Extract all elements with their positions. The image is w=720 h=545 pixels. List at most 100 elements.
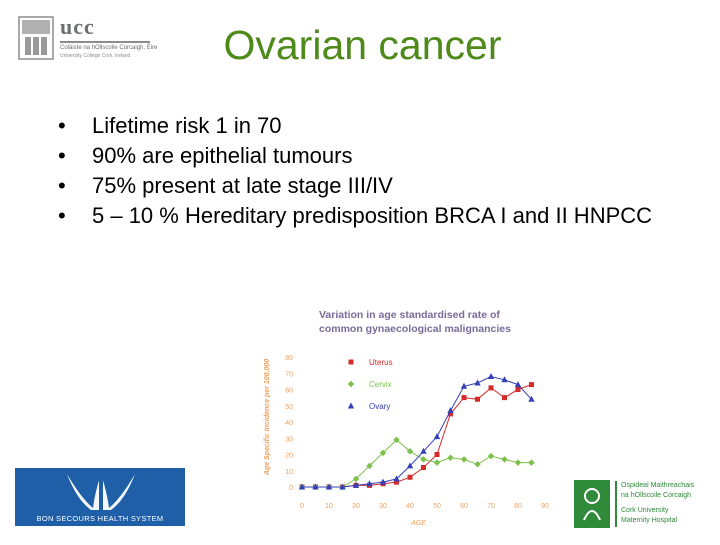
legend-marker-cervix	[347, 380, 355, 388]
uterus-data-point	[434, 452, 440, 457]
cumh-line-4: Maternity Hospital	[621, 517, 678, 524]
x-tick-label: 60	[460, 503, 468, 510]
bullet-item: • 75% present at late stage III/IV	[58, 172, 708, 200]
bullet-text: 5 – 10 % Hereditary predisposition BRCA …	[92, 203, 653, 228]
ovary-data-point	[366, 480, 373, 487]
ucc-logo: ucc Coláiste na hOllscoile Corcaigh, Éir…	[18, 14, 157, 64]
ovary-data-point	[433, 433, 441, 440]
bullet-text: 90% are epithelial tumours	[92, 143, 353, 168]
bullet-item: • 5 – 10 % Hereditary predisposition BRCA…	[58, 202, 708, 230]
ovary-data-point	[460, 382, 468, 389]
cervix-data-point	[406, 448, 414, 455]
y-tick-label: 60	[285, 388, 293, 395]
slide-title: Ovarian cancer	[223, 22, 502, 68]
uterus-data-point	[448, 411, 453, 417]
ovary-data-point	[514, 381, 522, 388]
incidence-chart-svg: Variation in age standardised rate of com…	[264, 309, 549, 527]
bullet-list: • Lifetime risk 1 in 70 • 90% are epitheli…	[58, 112, 708, 232]
cervix-series-line	[302, 439, 532, 488]
cervix-data-point	[393, 436, 400, 444]
x-tick-label: 20	[352, 503, 360, 510]
legend-marker-uterus	[348, 359, 354, 365]
cervix-data-point	[514, 459, 522, 466]
bullet-marker: •	[58, 203, 66, 228]
bullet-item: • 90% are epithelial tumours	[58, 142, 708, 170]
y-tick-label: 80	[285, 355, 293, 362]
uterus-data-point	[475, 396, 480, 402]
y-tick-label: 40	[285, 420, 293, 427]
legend-marker-ovary	[347, 402, 355, 409]
cumh-line-1: Ospideal Maithreachais	[621, 482, 695, 489]
cervix-data-point	[460, 456, 468, 463]
bullet-text: 75% present at late stage III/IV	[92, 173, 393, 198]
uterus-data-point	[421, 465, 426, 470]
x-tick-label: 50	[433, 503, 441, 510]
uterus-data-point	[515, 387, 521, 392]
x-tick-label: 10	[325, 503, 333, 510]
legend-label-cervix: Cervix	[369, 380, 392, 389]
cervix-data-point	[433, 459, 441, 466]
uterus-data-point	[394, 479, 399, 485]
ovary-data-point	[325, 483, 333, 490]
y-tick-label: 70	[285, 371, 293, 378]
bullet-text: Lifetime risk 1 in 70	[92, 113, 282, 138]
ovary-data-point	[298, 483, 306, 490]
ucc-subtitle-irish: Coláiste na hOllscoile Corcaigh, Éire	[60, 45, 158, 51]
uterus-data-point	[488, 385, 494, 391]
cervix-data-point	[447, 454, 454, 461]
ovary-data-point	[339, 483, 346, 490]
cumh-logo: Ospideal Maithreachais na hOllscoile Cor…	[574, 480, 714, 530]
uterus-data-point	[407, 474, 413, 480]
ovary-data-point	[393, 475, 400, 482]
incidence-chart: Variation in age standardised rate of com…	[255, 300, 575, 540]
y-axis-label: Age Specific Incidence per 100,000	[264, 359, 271, 476]
bon-secours-text: BON SECOURS HEALTH SYSTEM	[36, 514, 164, 523]
cervix-data-point	[420, 456, 427, 463]
ovary-series-line	[302, 375, 532, 488]
cumh-emblem-icon	[574, 480, 610, 528]
cervix-data-point	[474, 461, 481, 468]
ovary-data-point	[528, 395, 535, 402]
bullet-marker: •	[58, 113, 66, 138]
ovary-data-point	[420, 447, 427, 454]
uterus-series-line	[302, 384, 532, 488]
chart-title: common gynaecological malignancies	[319, 323, 511, 335]
bullet-item: • Lifetime risk 1 in 70	[58, 112, 708, 140]
x-tick-label: 40	[406, 503, 414, 510]
uterus-data-point	[461, 395, 467, 401]
cervix-data-point	[379, 449, 387, 457]
ucc-wordmark: ucc	[60, 14, 95, 39]
ovary-data-point	[487, 373, 495, 379]
y-tick-label: 10	[285, 469, 293, 476]
cervix-data-point	[487, 452, 495, 460]
ucc-subtitle-english: University College Cork, Ireland	[60, 53, 131, 59]
chart-title: Variation in age standardised rate of	[319, 309, 500, 321]
cervix-data-point	[352, 475, 360, 483]
uterus-data-point	[502, 395, 507, 401]
ovary-data-point	[447, 407, 454, 414]
y-tick-label: 20	[285, 453, 293, 460]
bon-secours-emblem-icon	[67, 472, 135, 510]
ovary-data-point	[352, 481, 360, 488]
cumh-line-2: na hOllscoile Corcaigh	[621, 492, 692, 499]
ucc-rule	[60, 41, 150, 43]
y-tick-label: 30	[285, 436, 293, 443]
x-tick-label: 0	[300, 503, 304, 510]
ovary-data-point	[474, 379, 481, 386]
cumh-line-3: Cork University	[621, 507, 669, 514]
x-tick-label: 70	[487, 503, 495, 510]
cumh-rule	[615, 481, 617, 527]
y-tick-label: 50	[285, 404, 293, 411]
x-tick-label: 80	[514, 503, 522, 510]
legend-label-uterus: Uterus	[369, 358, 393, 367]
legend-label-ovary: Ovary	[369, 402, 390, 411]
cervix-data-point	[366, 462, 373, 470]
ovary-data-point	[312, 483, 319, 490]
bon-secours-logo: BON SECOURS HEALTH SYSTEM	[15, 468, 185, 526]
ovary-data-point	[406, 462, 414, 469]
cervix-data-point	[501, 456, 508, 463]
x-tick-label: 30	[379, 503, 387, 510]
ovary-data-point	[379, 478, 387, 485]
cervix-data-point	[528, 459, 535, 466]
y-tick-label: 0	[289, 485, 293, 492]
